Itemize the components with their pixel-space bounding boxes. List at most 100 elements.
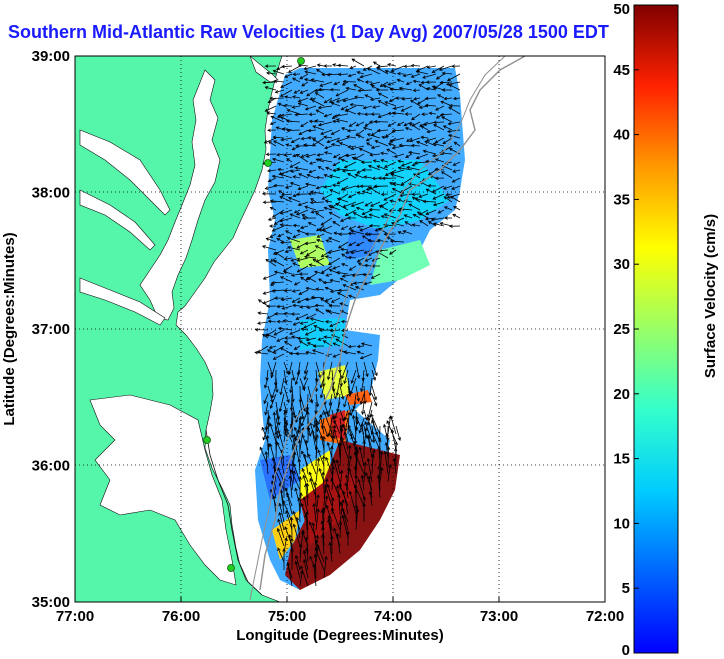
velocity-arrowhead	[320, 254, 325, 258]
velocity-arrow	[399, 193, 413, 197]
velocity-arrow	[304, 454, 309, 475]
velocity-arrow	[404, 214, 413, 219]
velocity-arrow	[270, 121, 277, 125]
velocity-arrowhead	[342, 423, 346, 428]
velocity-arrowhead	[271, 394, 275, 399]
velocity-arrow	[438, 209, 445, 214]
velocity-arrow	[408, 183, 421, 187]
velocity-arrow	[411, 113, 421, 120]
velocity-arrowhead	[374, 140, 379, 144]
x-tick-label: 77:00	[56, 608, 94, 625]
velocity-arrowhead	[355, 242, 360, 247]
velocity-arrow	[299, 416, 301, 435]
velocity-arrowhead	[308, 263, 313, 267]
velocity-arrowhead	[264, 411, 268, 416]
velocity-arrowhead	[347, 424, 352, 429]
velocity-arrowhead	[264, 450, 269, 455]
velocity-arrow	[331, 129, 341, 135]
velocity-arrowhead	[268, 141, 272, 145]
velocity-arrow	[419, 220, 429, 227]
velocity-arrowhead	[408, 150, 412, 155]
velocity-arrowhead	[393, 154, 398, 158]
velocity-arrowhead	[375, 88, 380, 92]
velocity-arrow	[454, 141, 461, 147]
velocity-arrow	[293, 176, 301, 179]
velocity-arrow	[278, 113, 293, 117]
velocity-arrowhead	[376, 238, 381, 243]
velocity-arrowhead	[274, 431, 278, 435]
velocity-arrowhead	[323, 411, 327, 416]
velocity-arrow	[355, 361, 360, 379]
velocity-arrow	[311, 79, 325, 83]
velocity-arrow	[265, 451, 269, 475]
velocity-arrow	[360, 353, 373, 359]
velocity-arrowhead	[416, 101, 421, 105]
velocity-arrow	[331, 385, 337, 399]
velocity-arrow	[275, 441, 277, 459]
velocity-arrow	[355, 385, 360, 402]
velocity-arrowhead	[262, 300, 267, 305]
velocity-arrow	[339, 409, 345, 422]
velocity-arrowhead	[306, 425, 311, 430]
velocity-arrow	[339, 502, 349, 523]
velocity-arrowhead	[317, 337, 322, 341]
velocity-arrowhead	[303, 376, 307, 381]
velocity-arrow	[320, 129, 333, 135]
velocity-arrowhead	[448, 103, 453, 108]
velocity-arrow	[339, 142, 349, 147]
velocity-arrow	[435, 137, 445, 144]
velocity-arrow	[436, 73, 445, 80]
velocity-arrowhead	[332, 435, 336, 440]
velocity-arrow	[328, 249, 341, 254]
velocity-arrowhead	[292, 77, 296, 82]
velocity-arrowhead	[435, 115, 440, 119]
velocity-arrow	[418, 84, 429, 91]
velocity-arrowhead	[284, 487, 289, 492]
velocity-arrowhead	[370, 203, 374, 207]
velocity-arrowhead	[332, 63, 336, 67]
velocity-arrowhead	[364, 258, 369, 262]
velocity-arrowhead	[328, 304, 333, 308]
velocity-arrow	[384, 101, 397, 107]
velocity-arrow	[421, 125, 429, 131]
velocity-arrowhead	[341, 82, 346, 86]
velocity-arrowhead	[376, 67, 380, 71]
velocity-arrowhead	[289, 389, 293, 394]
velocity-arrow	[404, 65, 413, 67]
velocity-arrow	[320, 414, 325, 435]
velocity-arrowhead	[361, 411, 365, 416]
velocity-arrow	[379, 451, 383, 475]
velocity-arrowhead	[279, 276, 284, 280]
velocity-arrowhead	[286, 158, 290, 162]
velocity-arrow	[367, 67, 381, 75]
velocity-arrowhead	[368, 392, 373, 397]
velocity-arrowhead	[342, 490, 346, 495]
velocity-arrow	[327, 401, 333, 417]
velocity-arrow	[291, 452, 296, 475]
velocity-arrow	[381, 215, 389, 219]
velocity-arrowhead	[356, 112, 361, 116]
velocity-arrowhead	[269, 443, 273, 448]
velocity-arrowhead	[348, 226, 353, 230]
velocity-arrowhead	[390, 173, 395, 177]
velocity-arrow	[294, 427, 301, 443]
velocity-arrowhead	[453, 141, 458, 145]
velocity-arrow	[346, 474, 349, 491]
velocity-arrowhead	[300, 502, 304, 507]
velocity-arrow	[352, 415, 357, 435]
velocity-arrowhead	[439, 80, 443, 85]
velocity-arrow	[291, 369, 295, 381]
velocity-arrow	[367, 401, 373, 418]
velocity-arrow	[339, 302, 349, 307]
velocity-arrow	[324, 97, 333, 104]
velocity-arrowhead	[364, 471, 369, 476]
velocity-arrowhead	[266, 304, 270, 309]
velocity-arrowhead	[437, 94, 441, 98]
velocity-arrow	[274, 217, 285, 225]
velocity-arrow	[357, 134, 365, 139]
velocity-arrow	[258, 312, 269, 315]
velocity-arrow	[330, 279, 341, 283]
velocity-arrowhead	[336, 197, 341, 201]
velocity-arrowhead	[448, 106, 452, 110]
velocity-arrow	[323, 489, 326, 507]
